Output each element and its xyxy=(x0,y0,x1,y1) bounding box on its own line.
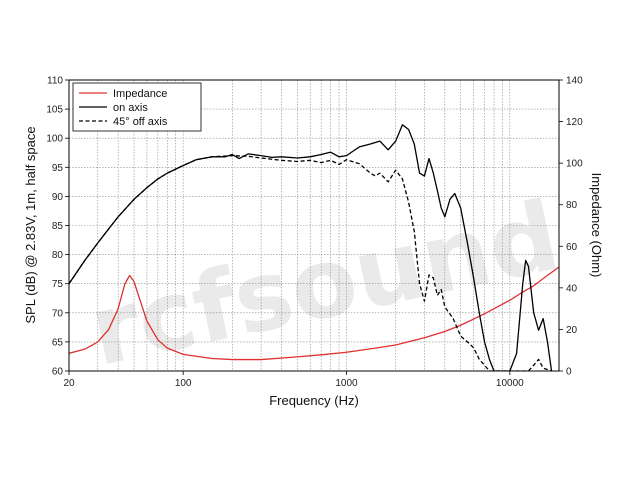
legend-label: 45° off axis xyxy=(113,116,168,128)
y-tick-label: 80 xyxy=(52,250,64,261)
y2-tick-label: 0 xyxy=(566,367,572,378)
legend: Impedance on axis 45° off axis xyxy=(72,82,202,132)
y2-tick-label: 80 xyxy=(566,200,578,211)
y-tick-label: 65 xyxy=(52,337,64,348)
y-tick-label: 60 xyxy=(52,367,64,378)
legend-label: Impedance xyxy=(113,88,167,100)
y-tick-label: 110 xyxy=(47,76,63,87)
y2-tick-label: 60 xyxy=(566,242,578,253)
y2-tick-label: 20 xyxy=(566,325,578,336)
y2-tick-label: 140 xyxy=(566,76,583,87)
y-tick-label: 70 xyxy=(52,308,64,319)
y-axis-title: SPL (dB) @ 2.83V, 1m, half space xyxy=(23,126,38,323)
series-line-2 xyxy=(69,124,553,371)
x-tick-label: 20 xyxy=(63,378,75,389)
y2-axis-title: Impedance (Ohm) xyxy=(589,173,604,278)
series-line-1 xyxy=(69,266,559,361)
series-line-3 xyxy=(69,155,552,371)
y2-tick-label: 40 xyxy=(566,283,578,294)
y-tick-label: 105 xyxy=(46,105,63,116)
y-tick-label: 100 xyxy=(46,134,63,145)
ticks: 60 65 70 75 80 85 90 95 100 105 110 0 20 40 60 80 100 120… xyxy=(46,76,583,390)
series-group xyxy=(69,124,559,371)
y2-tick-label: 120 xyxy=(566,117,583,128)
y-tick-label: 95 xyxy=(52,163,64,174)
y2-tick-label: 100 xyxy=(566,159,583,170)
y-tick-label: 85 xyxy=(52,221,64,232)
x-tick-label: 100 xyxy=(175,378,192,389)
legend-label: on axis xyxy=(113,102,148,114)
x-tick-label: 10000 xyxy=(496,378,524,389)
x-tick-label: 1000 xyxy=(335,378,358,389)
x-axis-title: Frequency (Hz) xyxy=(269,393,359,408)
y-tick-label: 90 xyxy=(52,192,64,203)
y-tick-label: 75 xyxy=(52,279,64,290)
